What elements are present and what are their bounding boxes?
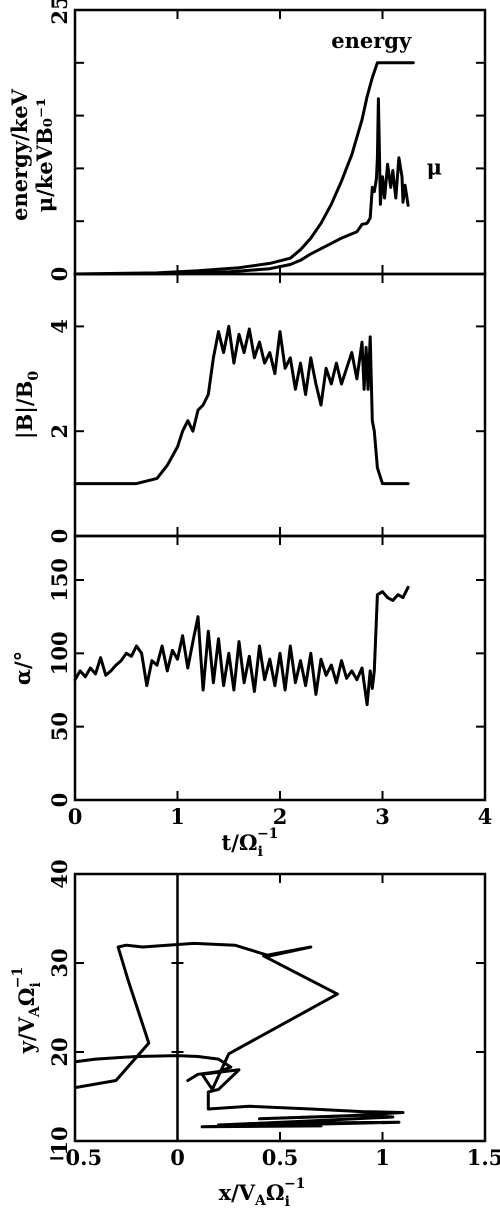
trajectory-xlabel-sup: −1 [284, 1176, 305, 1192]
bfield-y-ticks: 0 2 4 [47, 319, 485, 543]
series-line-1 [73, 585, 410, 707]
trajectory-ylabel-subi: i [28, 982, 44, 987]
trajectory-x-ticks: −0.5 0 0.5 1 1.5 [48, 874, 500, 1170]
bfield-ylabel-sub: 0 [26, 371, 42, 381]
y-tick-label: 0 [47, 267, 72, 282]
trajectory-xlabel-subi: i [285, 1194, 290, 1209]
pitch-y-ticks: 0 50 100 150 [47, 558, 485, 807]
mu-series-label: μ [427, 155, 442, 180]
series-line-1 [75, 941, 405, 1129]
y-tick-label: 0 [47, 793, 72, 808]
y-tick-label: 4 [47, 319, 72, 334]
pitch-x-ticks: 0 1 2 3 4 [68, 536, 493, 829]
y-tick-label: 0 [47, 529, 72, 544]
pitch-plot-frame [73, 534, 487, 802]
x-tick-label: 0.5 [262, 1145, 299, 1170]
trajectory-xlabel-omega: Ω [266, 1180, 285, 1205]
time-xlabel-sub: i [258, 844, 263, 860]
bfield-series-group [73, 324, 410, 486]
series-energy [73, 61, 415, 276]
series-line-1 [73, 324, 410, 486]
x-tick-label: 1 [170, 804, 185, 829]
x-tick-label: −0.5 [48, 1145, 102, 1170]
time-xlabel-sup: −1 [257, 826, 278, 842]
energy-panel: 0 25 energy μ energy/keV μ/keVB₀⁻¹ [7, 0, 487, 281]
bfield-plot-frame [73, 272, 487, 538]
energy-series-label: energy [331, 28, 412, 53]
y-tick-label: 150 [47, 558, 72, 602]
x-tick-label: 3 [375, 804, 390, 829]
trajectory-ylabel-omega: Ω [14, 988, 39, 1007]
bfield-panel: 024 |B|/B0 [12, 272, 487, 543]
series-line-2 [75, 1054, 233, 1082]
trajectory-ylabel-sup: −1 [10, 967, 26, 988]
pitch-ylabel: α/° [10, 651, 35, 685]
trajectory-xlabel: x/VAΩi −1 [219, 1176, 306, 1209]
pitch-series-group [73, 585, 410, 707]
trajectory-ylabel: y/VAΩi−1 [10, 967, 44, 1055]
trajectory-y-ticks: 10 20 30 40 [47, 859, 485, 1156]
energy-ylabel-line1: energy/keV [7, 88, 32, 221]
x-tick-label: 4 [478, 804, 493, 829]
energy-series-group [73, 61, 415, 276]
trajectory-ylabel-subA: A [27, 1005, 43, 1018]
x-tick-label: 1.5 [467, 1145, 500, 1170]
x-tick-label: 0 [170, 1145, 185, 1170]
energy-ylabel-line2: μ/keVB₀⁻¹ [32, 98, 57, 212]
y-tick-label: 40 [47, 859, 72, 888]
energy-y-ticks: 0 25 [47, 0, 485, 281]
trajectory-ylabel-main: y/V [14, 1016, 39, 1054]
trajectory-xlabel-main: x/V [219, 1180, 256, 1205]
trajectory-series-group [75, 941, 405, 1129]
bfield-ylabel-main: |B|/B [12, 381, 37, 439]
y-tick-label: 2 [47, 424, 72, 439]
bfield-ylabel: |B|/B0 [12, 371, 42, 439]
series-mu [73, 97, 410, 276]
y-tick-label: 100 [47, 631, 72, 675]
energy-annotations: energy μ [331, 28, 442, 180]
x-tick-label: 0 [68, 804, 83, 829]
y-tick-label: 10 [47, 1126, 72, 1155]
y-tick-label: 20 [47, 1037, 72, 1066]
bfield-x-ticks [74, 274, 486, 536]
energy-x-ticks [74, 10, 486, 274]
y-tick-label: 25 [47, 0, 72, 25]
x-tick-label: 1 [375, 1145, 390, 1170]
x-tick-label: 2 [273, 804, 288, 829]
y-tick-label: 30 [47, 948, 72, 977]
energy-plot-frame [73, 8, 487, 276]
trajectory-xlabel-subA: A [254, 1193, 267, 1209]
y-tick-label: 50 [47, 712, 72, 741]
pitch-panel: 0 50 100 150 0 1 2 3 4 α/° t/Ωi −1 [10, 534, 493, 860]
time-xlabel-main: t/Ω [222, 830, 258, 855]
time-xlabel: t/Ωi −1 [222, 826, 279, 860]
